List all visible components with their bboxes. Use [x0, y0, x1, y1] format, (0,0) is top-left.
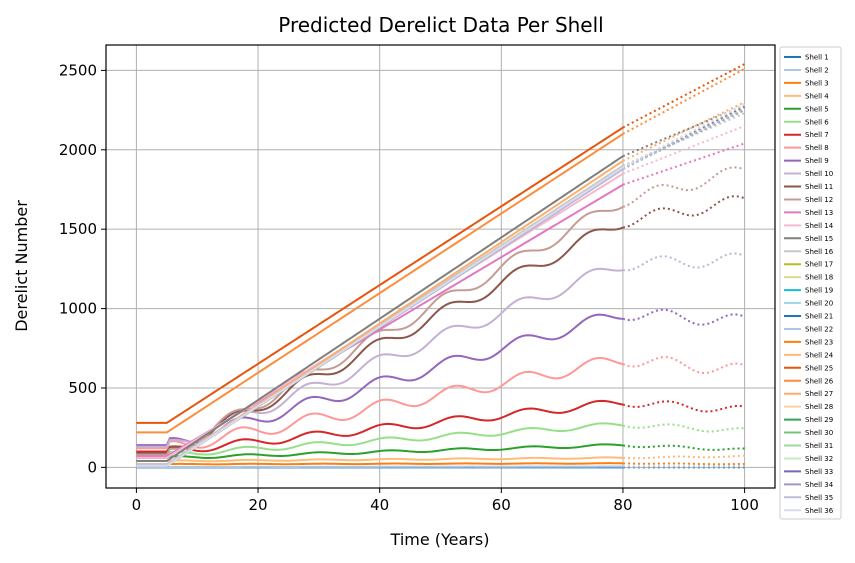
- legend-label-shell-27: Shell 27: [805, 390, 833, 398]
- series-line-shell-4: [136, 456, 623, 463]
- legend-label-shell-17: Shell 17: [805, 261, 833, 269]
- legend-label-shell-20: Shell 20: [805, 300, 833, 308]
- series-forecast-shell-11: [622, 195, 745, 229]
- legend-label-shell-13: Shell 13: [805, 209, 833, 217]
- legend-label-shell-10: Shell 10: [805, 170, 833, 178]
- legend-label-shell-2: Shell 2: [805, 66, 829, 74]
- legend-label-shell-21: Shell 21: [805, 313, 833, 321]
- legend-label-shell-18: Shell 18: [805, 274, 833, 282]
- legend-label-shell-15: Shell 15: [805, 235, 833, 243]
- legend-label-shell-36: Shell 36: [805, 507, 834, 515]
- series-forecast-shell-5: [622, 444, 745, 451]
- legend-label-shell-35: Shell 35: [805, 494, 833, 502]
- legend-label-shell-30: Shell 30: [805, 429, 833, 437]
- series-forecast-shell-4: [622, 454, 745, 460]
- legend-label-shell-12: Shell 12: [805, 196, 833, 204]
- series-forecast-shell-7: [622, 400, 745, 413]
- series-line-shell-6: [136, 422, 624, 456]
- x-tick-label: 80: [613, 496, 632, 514]
- legend-label-shell-1: Shell 1: [805, 54, 829, 62]
- series-line-shell-5: [136, 443, 624, 459]
- x-tick-label: 40: [370, 496, 389, 514]
- series-lines: [136, 63, 746, 469]
- legend-label-shell-22: Shell 22: [805, 325, 833, 333]
- legend-label-shell-32: Shell 32: [805, 455, 833, 463]
- legend-label-shell-8: Shell 8: [805, 144, 829, 152]
- series-forecast-shell-26: [622, 67, 746, 135]
- series-line-shell-2: [136, 465, 623, 469]
- y-tick-label: 0: [87, 458, 97, 476]
- y-tick-label: 500: [68, 379, 97, 397]
- legend-label-shell-9: Shell 9: [805, 157, 829, 165]
- series-forecast-shell-8: [622, 355, 745, 375]
- legend-label-shell-3: Shell 3: [805, 79, 829, 87]
- x-axis-label: Time (Years): [390, 530, 490, 549]
- series-forecast-shell-14: [622, 125, 745, 175]
- series-line-shell-26: [136, 133, 624, 434]
- y-tick-label: 1000: [59, 300, 97, 318]
- legend-label-shell-34: Shell 34: [805, 481, 834, 489]
- legend-label-shell-29: Shell 29: [805, 416, 833, 424]
- legend-label-shell-28: Shell 28: [805, 403, 833, 411]
- series-forecast-shell-10: [622, 252, 745, 272]
- series-forecast-shell-15: [622, 104, 745, 158]
- legend-frame: [779, 46, 842, 520]
- legend-label-shell-6: Shell 6: [805, 118, 829, 126]
- legend-label-shell-5: Shell 5: [805, 105, 829, 113]
- series-forecast-shell-12: [622, 166, 745, 208]
- series-forecast-shell-36: [622, 102, 746, 169]
- y-tick-label: 2000: [59, 141, 97, 159]
- legend-label-shell-19: Shell 19: [805, 287, 833, 295]
- chart-title: Predicted Derelict Data Per Shell: [278, 13, 603, 37]
- legend-label-shell-33: Shell 33: [805, 468, 833, 476]
- y-tick-label: 2500: [59, 61, 97, 79]
- series-line-shell-36: [136, 166, 624, 467]
- series-line-shell-12: [136, 206, 624, 456]
- series-forecast-shell-13: [622, 142, 745, 186]
- series-forecast-shell-6: [622, 423, 745, 433]
- series-line-shell-8: [136, 356, 624, 450]
- legend-label-shell-26: Shell 26: [805, 377, 834, 385]
- y-tick-label: 1500: [59, 220, 97, 238]
- legend-label-shell-14: Shell 14: [805, 222, 834, 230]
- legend-label-shell-25: Shell 25: [805, 364, 833, 372]
- x-tick-label: 100: [730, 496, 759, 514]
- series-forecast-shell-3: [622, 462, 745, 466]
- series-line-shell-7: [136, 399, 624, 453]
- legend-label-shell-16: Shell 16: [805, 248, 834, 256]
- series-line-shell-15: [136, 155, 624, 463]
- x-tick-label: 20: [248, 496, 267, 514]
- legend-label-shell-7: Shell 7: [805, 131, 829, 139]
- series-line-shell-25: [136, 126, 624, 424]
- legend: Shell 1 Shell 2 Shell 3 Shell 4 Shell 5 Shell…: [779, 46, 842, 520]
- series-forecast-shell-9: [622, 308, 745, 326]
- y-axis-label: Derelict Number: [12, 200, 31, 332]
- legend-label-shell-31: Shell 31: [805, 442, 833, 450]
- legend-label-shell-11: Shell 11: [805, 183, 833, 191]
- x-tick-label: 60: [492, 496, 511, 514]
- plot-frame: [105, 44, 776, 489]
- legend-label-shell-23: Shell 23: [805, 338, 833, 346]
- x-tick-label: 0: [132, 496, 142, 514]
- legend-label-shell-24: Shell 24: [805, 351, 834, 359]
- series-line-shell-3: [136, 462, 623, 466]
- legend-label-shell-4: Shell 4: [805, 92, 829, 100]
